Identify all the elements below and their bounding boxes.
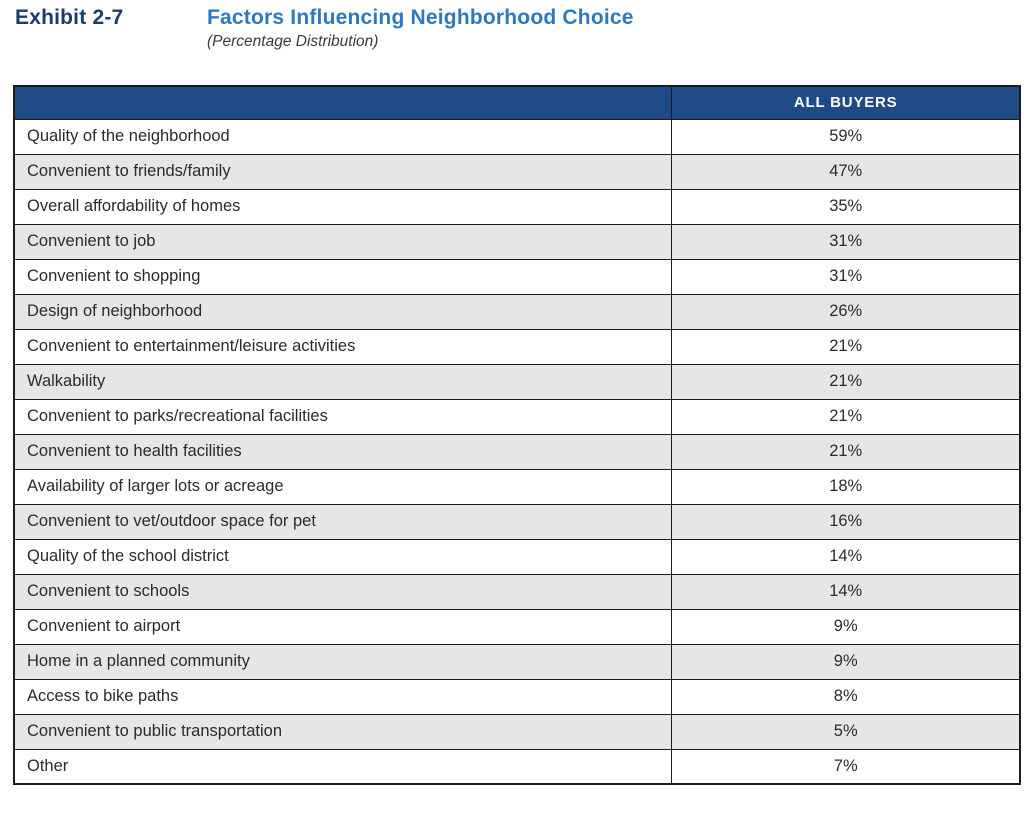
factor-label: Convenient to job bbox=[13, 223, 673, 260]
table-row: Convenient to friends/family 47% bbox=[13, 153, 1021, 190]
header-row: ALL BUYERS bbox=[13, 85, 1021, 120]
factor-value: 59% bbox=[671, 118, 1021, 155]
factor-value: 21% bbox=[671, 433, 1021, 470]
factor-label: Convenient to airport bbox=[13, 608, 673, 645]
exhibit-number-label: Exhibit 2-7 bbox=[15, 6, 124, 29]
table-row: Availability of larger lots or acreage 1… bbox=[13, 468, 1021, 505]
table-row: Convenient to parks/recreational facilit… bbox=[13, 398, 1021, 435]
factor-value: 18% bbox=[671, 468, 1021, 505]
factor-label: Convenient to public transportation bbox=[13, 713, 673, 750]
page-title: Factors Influencing Neighborhood Choice bbox=[207, 6, 634, 29]
table-row: Convenient to airport 9% bbox=[13, 608, 1021, 645]
factor-label: Convenient to entertainment/leisure acti… bbox=[13, 328, 673, 365]
factor-label: Quality of the neighborhood bbox=[13, 118, 673, 155]
factor-label: Convenient to shopping bbox=[13, 258, 673, 295]
factor-label: Convenient to parks/recreational facilit… bbox=[13, 398, 673, 435]
factor-value: 35% bbox=[671, 188, 1021, 225]
factor-value: 31% bbox=[671, 223, 1021, 260]
factor-value: 14% bbox=[671, 573, 1021, 610]
factors-table-container: ALL BUYERS Quality of the neighborhood 5… bbox=[13, 85, 1021, 785]
column-header-all-buyers: ALL BUYERS bbox=[671, 85, 1021, 120]
table-row: Convenient to job 31% bbox=[13, 223, 1021, 260]
factor-value: 8% bbox=[671, 678, 1021, 715]
table-row: Design of neighborhood 26% bbox=[13, 293, 1021, 330]
factor-value: 21% bbox=[671, 398, 1021, 435]
factor-label: Design of neighborhood bbox=[13, 293, 673, 330]
factor-label: Walkability bbox=[13, 363, 673, 400]
factor-value: 5% bbox=[671, 713, 1021, 750]
table-row: Convenient to schools 14% bbox=[13, 573, 1021, 610]
table-body: Quality of the neighborhood 59% Convenie… bbox=[13, 118, 1021, 785]
factor-value: 26% bbox=[671, 293, 1021, 330]
exhibit-header: Exhibit 2-7 Factors Influencing Neighbor… bbox=[15, 6, 634, 51]
table-row: Walkability 21% bbox=[13, 363, 1021, 400]
factor-label: Access to bike paths bbox=[13, 678, 673, 715]
table-row: Convenient to shopping 31% bbox=[13, 258, 1021, 295]
factor-label: Convenient to health facilities bbox=[13, 433, 673, 470]
table-row: Convenient to health facilities 21% bbox=[13, 433, 1021, 470]
factor-value: 7% bbox=[671, 748, 1021, 785]
factor-value: 14% bbox=[671, 538, 1021, 575]
table-row: Convenient to entertainment/leisure acti… bbox=[13, 328, 1021, 365]
table-row: Quality of the school district 14% bbox=[13, 538, 1021, 575]
factors-table: ALL BUYERS Quality of the neighborhood 5… bbox=[13, 85, 1021, 785]
factor-label: Other bbox=[13, 748, 673, 785]
factor-value: 47% bbox=[671, 153, 1021, 190]
table-row: Convenient to vet/outdoor space for pet … bbox=[13, 503, 1021, 540]
table-row: Quality of the neighborhood 59% bbox=[13, 118, 1021, 155]
table-row: Overall affordability of homes 35% bbox=[13, 188, 1021, 225]
factor-value: 21% bbox=[671, 328, 1021, 365]
table-header: ALL BUYERS bbox=[13, 85, 1021, 120]
title-block: Factors Influencing Neighborhood Choice … bbox=[207, 6, 634, 51]
header-spacer-cell bbox=[13, 85, 673, 120]
factor-value: 21% bbox=[671, 363, 1021, 400]
factor-label: Availability of larger lots or acreage bbox=[13, 468, 673, 505]
factor-label: Home in a planned community bbox=[13, 643, 673, 680]
page-subtitle: (Percentage Distribution) bbox=[207, 33, 379, 51]
factor-value: 9% bbox=[671, 608, 1021, 645]
table-row: Home in a planned community 9% bbox=[13, 643, 1021, 680]
factor-value: 31% bbox=[671, 258, 1021, 295]
factor-label: Convenient to vet/outdoor space for pet bbox=[13, 503, 673, 540]
factor-value: 16% bbox=[671, 503, 1021, 540]
factor-label: Overall affordability of homes bbox=[13, 188, 673, 225]
table-row: Other 7% bbox=[13, 748, 1021, 785]
table-row: Convenient to public transportation 5% bbox=[13, 713, 1021, 750]
factor-value: 9% bbox=[671, 643, 1021, 680]
factor-label: Convenient to friends/family bbox=[13, 153, 673, 190]
factor-label: Quality of the school district bbox=[13, 538, 673, 575]
table-row: Access to bike paths 8% bbox=[13, 678, 1021, 715]
factor-label: Convenient to schools bbox=[13, 573, 673, 610]
